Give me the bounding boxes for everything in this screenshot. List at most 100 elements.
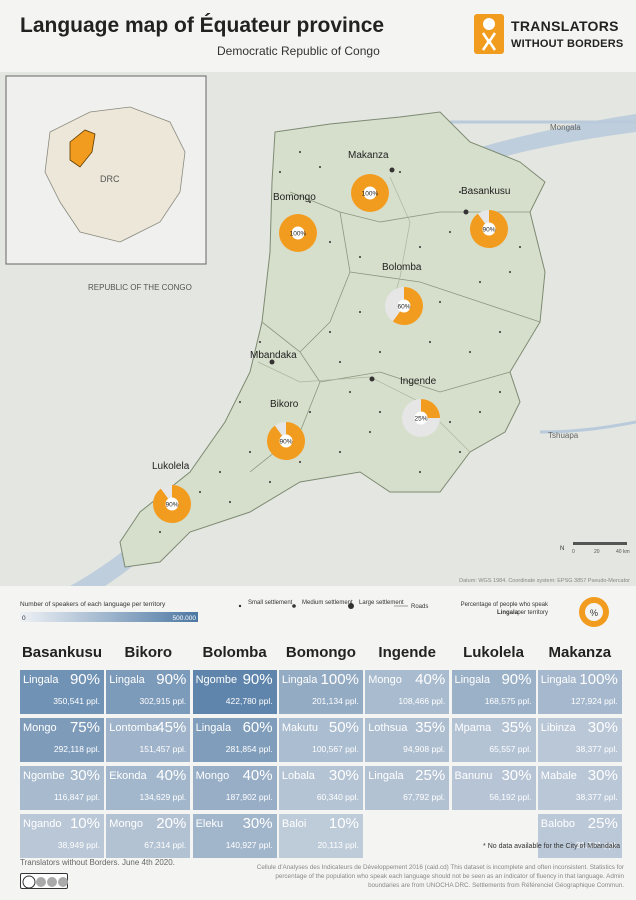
cell-ppl: 151,457 ppl. [139,744,187,754]
table-column-bikoro: Bikoro Lingala 90% 302,915 ppl. Lontomba 45% 1… [106,644,191,862]
cell-pct: 45% [156,719,187,736]
table-cell: Lingala 90% 302,915 ppl. [106,670,191,714]
logo-text-line2: WITHOUT BORDERS [511,38,624,50]
legend: Number of speakers of each language per … [0,586,636,636]
cell-pct: 30% [242,815,273,832]
cell-lang: Lontomba [109,722,159,734]
table-cell: Mongo 40% 108,466 ppl. [365,670,450,714]
table-cell: Lingala 90% 168,575 ppl. [451,670,536,714]
pie-pct-label: 25% [414,416,427,423]
cell-lang: Mongo [109,818,143,830]
table-cell: Lingala 60% 281,854 ppl. [192,718,277,762]
cell-ppl: 281,854 ppl. [225,744,273,754]
cell-lang: Lingala [109,674,145,686]
large-settlements [269,167,469,382]
small-settlement-label: Small settlement [248,600,293,606]
territory-label-makanza: Makanza [348,150,389,161]
medium-settlement-icon [292,604,296,608]
cell-pct: 30% [501,767,532,784]
territory-label-bikoro: Bikoro [270,399,299,410]
column-header: Bomongo [285,644,356,661]
cell-pct: 30% [69,767,100,784]
pie-pct-label: 90% [165,502,178,509]
cell-ppl: 422,780 ppl. [225,696,273,706]
pie-bolomba: 60% Bolomba [382,262,423,325]
pie-legend-symbol: % [590,608,598,618]
settlement-dots [159,151,521,533]
pie-bikoro: 90% Bikoro [267,399,306,460]
province-map[interactable]: DRC REPUBLIC OF THE CONGO Mongala Tshuap… [0,72,636,586]
logo-text-line1: TRANSLATORS [511,18,619,34]
table-column-bolomba: Bolomba Ngombe 90% 422,780 ppl. Lingala 60% 28… [192,644,277,862]
cell-ppl: 31,981 ppl. [575,840,618,850]
cell-ppl: 302,915 ppl. [139,696,187,706]
table-cell: Baloi 10% 20,113 ppl. [278,814,363,858]
territory-label-lukolela: Lukolela [152,461,190,472]
cell-ppl: 67,314 ppl. [144,840,187,850]
source-note: Cellule d'Analyses des Indicateurs de Dé… [256,864,624,889]
datum-note: Datum: WGS 1984. Coordinate system: EPSG… [459,578,630,584]
cell-pct: 90% [69,671,100,688]
table-cell: Banunu 30% 56,192 ppl. [451,766,536,810]
cell-ppl: 116,847 ppl. [53,792,100,802]
pie-pct-label: 90% [279,439,292,446]
table-cell: Mongo 40% 187,902 ppl. [192,766,277,810]
table-cell: Ngombe 30% 116,847 ppl. [20,766,104,810]
city-mbandaka: Mbandaka [250,350,297,361]
cell-lang: Libinza [540,722,576,734]
table-cell: Ngando 10% 38,949 ppl. [20,814,104,858]
small-settlement-icon [238,604,242,608]
table-column-basankusu: Basankusu Lingala 90% 350,541 ppl. Mongo 75% 2… [20,644,104,862]
cell-lang: Makutu [281,722,318,734]
twb-logo-icon [474,14,504,54]
river-mongala: Mongala [550,123,581,132]
cell-lang: Ekonda [109,770,147,782]
cell-ppl: 60,340 ppl. [316,792,359,802]
river-tshuapa: Tshuapa [548,431,579,440]
cell-ppl: 292,118 ppl. [53,744,100,754]
page-subtitle: Democratic Republic of Congo [217,44,380,58]
table-cell: Lothsua 35% 94,908 ppl. [365,718,450,762]
cell-pct: 40% [156,767,187,784]
cell-pct: 20% [156,815,187,832]
cell-pct: 90% [242,671,273,688]
credit-line: Translators without Borders. June 4th 20… [20,858,175,867]
cell-lang: Lingala [281,674,318,686]
cell-lang: Lothsua [368,722,408,734]
gradient-min: 0 [22,615,26,622]
table-column-ingende: Ingende Mongo 40% 108,466 ppl. Lothsua 35% 94,… [365,644,450,814]
scale-label-40: 40 km [616,549,630,555]
pie-pct-label: 90% [482,227,495,234]
table-column-bomongo: Bomongo Lingala 100% 201,134 ppl. Makutu 50% 1… [278,644,363,862]
cell-ppl: 20,113 ppl. [317,840,359,850]
map-canvas: DRC REPUBLIC OF THE CONGO Mongala Tshuap… [0,72,636,586]
column-header: Ingende [378,644,436,661]
cell-pct: 100% [579,671,618,688]
table-cell: Lingala 100% 127,924 ppl. [537,670,622,714]
cc-license-icon[interactable] [20,873,68,889]
pie-pct-label: 100% [362,191,379,198]
equateur-highlight [69,129,96,168]
pie-lukolela: 90% Lukolela [152,461,191,523]
cell-lang: Lingala [23,674,59,686]
cell-ppl: 108,466 ppl. [398,696,446,706]
twb-logo[interactable]: TRANSLATORS WITHOUT BORDERS [474,14,624,56]
territory-label-ingende: Ingende [400,376,437,387]
column-header: Lukolela [463,644,524,661]
cell-pct: 60% [242,719,273,736]
pie-pct-label: 60% [397,304,410,311]
cell-ppl: 187,902 ppl. [225,792,273,802]
cell-pct: 30% [328,767,359,784]
pie-basankusu: 90% Basankusu [461,186,510,248]
table-cell: Libinza 30% 38,377 ppl. [537,718,622,762]
pie-legend-per-territory: per territory [517,610,548,616]
cell-pct: 90% [156,671,187,688]
cell-pct: 90% [501,671,532,688]
page-title: Language map of Équateur province [20,14,385,37]
cell-pct: 40% [242,767,273,784]
cell-ppl: 94,908 ppl. [403,744,446,754]
pie-pct-label: 100% [290,231,307,238]
footnote: * No data available for the City of Mban… [483,843,620,850]
table-cell: Lingala 25% 67,792 ppl. [365,766,450,810]
table-cell: Lingala 100% 201,134 ppl. [278,670,363,714]
